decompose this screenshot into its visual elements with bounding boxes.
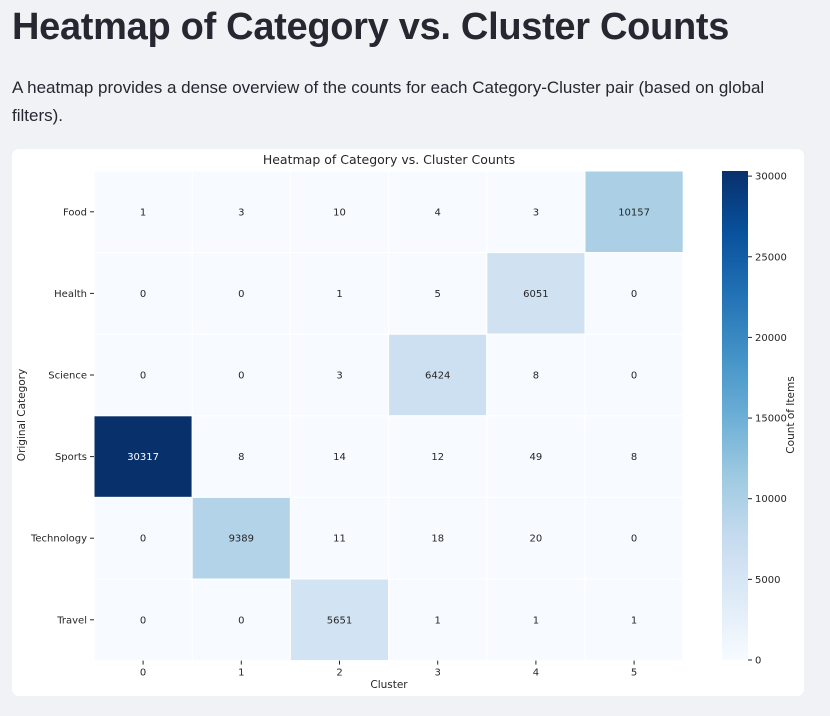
y-axis-label: Original Category: [16, 369, 28, 461]
cell-value-label: 3: [238, 207, 244, 218]
y-tick-label: Food: [63, 207, 87, 218]
cell-value-label: 49: [530, 452, 543, 463]
x-tick-label: 3: [435, 668, 441, 679]
heatmap-cell-health-5: [584, 252, 684, 335]
cell-value-label: 4: [435, 207, 441, 218]
cell-value-label: 3: [336, 371, 342, 382]
cell-value-label: 6051: [523, 289, 548, 300]
cell-value-label: 9389: [229, 534, 254, 545]
colorbar-gradient: [722, 171, 748, 660]
heatmap-cell-travel-3: [388, 578, 488, 662]
cell-value-label: 0: [631, 534, 637, 545]
heatmap-cell-technology-0: [93, 496, 193, 580]
heatmap-cell-food-4: [486, 170, 586, 254]
cell-value-label: 8: [533, 371, 539, 382]
colorbar-tick-label: 20000: [755, 333, 787, 344]
cell-value-label: 0: [238, 615, 244, 626]
cell-value-label: 10157: [618, 207, 650, 218]
heatmap-cell-sports-1: [191, 415, 291, 498]
chart-card: Heatmap of Category vs. Cluster Counts 1…: [12, 149, 804, 696]
cell-value-label: 1: [140, 207, 146, 218]
heatmap-cell-sports-3: [388, 415, 488, 498]
cell-value-label: 14: [333, 452, 346, 463]
heatmap-cell-sports-0: [93, 415, 193, 498]
colorbar: 0 5000 10000 15000 20000 25000 30000: [722, 171, 787, 667]
cell-value-label: 1: [631, 615, 637, 626]
y-tick-label: Technology: [30, 534, 87, 545]
y-tick-label: Health: [54, 289, 87, 300]
cell-value-label: 8: [238, 452, 244, 463]
cell-value-label: 0: [238, 289, 244, 300]
heatmap-cell-health-1: [191, 252, 291, 335]
heatmap-cell-technology-4: [486, 496, 586, 580]
cell-value-label: 0: [631, 289, 637, 300]
heatmap-cell-sports-5: [584, 415, 684, 498]
heatmap-cell-science-3: [388, 333, 488, 417]
cell-value-label: 0: [140, 534, 146, 545]
cell-value-label: 11: [333, 534, 346, 545]
colorbar-tick-label: 15000: [755, 414, 787, 425]
cell-value-label: 18: [431, 534, 444, 545]
cell-value-label: 1: [336, 289, 342, 300]
x-axis-label: Cluster: [370, 679, 408, 691]
heatmap-cell-technology-3: [388, 496, 488, 580]
x-tick-label: 2: [336, 668, 342, 679]
cell-value-label: 0: [140, 289, 146, 300]
x-tick-label: 4: [533, 668, 539, 679]
cell-value-label: 0: [140, 615, 146, 626]
heatmap-cell-travel-4: [486, 578, 586, 662]
cell-value-label: 12: [431, 452, 444, 463]
cell-value-label: 1: [435, 615, 441, 626]
heatmap-chart: Heatmap of Category vs. Cluster Counts 1…: [16, 152, 797, 691]
cell-value-label: 10: [333, 207, 346, 218]
cell-value-label: 5651: [327, 615, 352, 626]
heatmap-cell-health-3: [388, 252, 488, 335]
colorbar-label: Count of Items: [785, 376, 797, 453]
heatmap-cell-food-2: [289, 170, 390, 254]
x-tick-label: 0: [140, 668, 146, 679]
heatmap-cell-science-2: [289, 333, 390, 417]
cell-value-label: 3: [533, 207, 539, 218]
y-tick-label: Travel: [56, 615, 87, 626]
cell-value-label: 20: [530, 534, 543, 545]
heatmap-cell-science-1: [191, 333, 291, 417]
colorbar-tick-label: 30000: [755, 172, 787, 183]
cell-value-label: 8: [631, 452, 637, 463]
heatmap-cell-sports-4: [486, 415, 586, 498]
y-tick-label: Science: [48, 371, 87, 382]
x-axis: 0 1 2 3 4 5: [140, 660, 637, 679]
heatmap-cell-technology-5: [584, 496, 684, 580]
cell-value-label: 0: [238, 371, 244, 382]
heatmap-cell-travel-0: [93, 578, 193, 662]
chart-title: Heatmap of Category vs. Cluster Counts: [263, 152, 515, 167]
page-title: Heatmap of Category vs. Cluster Counts: [12, 6, 730, 48]
colorbar-tick-label: 25000: [755, 252, 787, 263]
y-tick-label: Sports: [55, 452, 87, 463]
x-tick-label: 1: [238, 668, 244, 679]
heatmap-cell-sports-2: [289, 415, 390, 498]
heatmap-cell-food-3: [388, 170, 488, 254]
heatmap-cell-science-4: [486, 333, 586, 417]
cell-value-label: 5: [435, 289, 441, 300]
colorbar-tick-label: 5000: [755, 575, 780, 586]
heatmap-cell-food-0: [93, 170, 193, 254]
heatmap-cell-travel-5: [584, 578, 684, 662]
cell-value-label: 0: [631, 371, 637, 382]
cell-value-label: 1: [533, 615, 539, 626]
heatmap-cell-science-5: [584, 333, 684, 417]
heatmap-cell-science-0: [93, 333, 193, 417]
cell-value-label: 30317: [127, 452, 159, 463]
x-tick-label: 5: [631, 668, 637, 679]
heatmap-cell-food-5: [584, 170, 684, 254]
heatmap-cells: [93, 170, 684, 662]
heatmap-cell-food-1: [191, 170, 291, 254]
cell-value-label: 6424: [425, 371, 450, 382]
heatmap-cell-technology-2: [289, 496, 390, 580]
cell-value-label: 0: [140, 371, 146, 382]
y-axis: Food Health Science Sports Technology Travel: [30, 207, 94, 626]
page-description: A heatmap provides a dense overview of t…: [12, 78, 765, 125]
colorbar-tick-label: 10000: [755, 494, 787, 505]
colorbar-tick-label: 0: [755, 656, 761, 667]
